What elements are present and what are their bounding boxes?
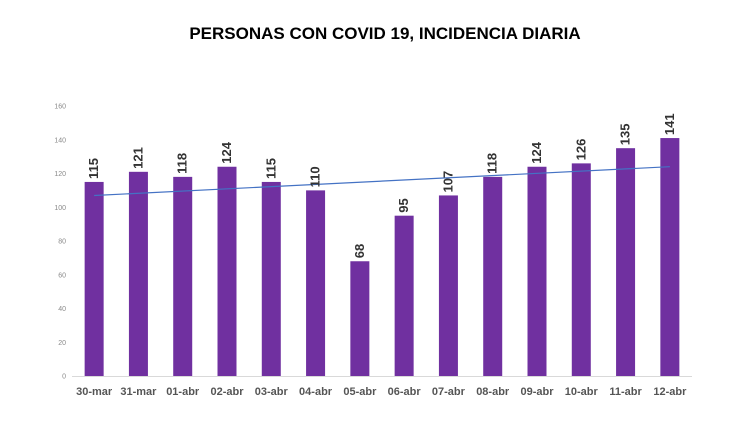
bar-10-abr	[571, 163, 591, 376]
y-tick-label: 140	[54, 137, 66, 144]
x-tick-label: 02-abr	[210, 386, 244, 398]
data-label: 115	[263, 158, 278, 179]
bar-31-mar	[128, 171, 148, 376]
bar-09-abr	[527, 166, 547, 376]
bar-03-abr	[261, 181, 281, 376]
bar-01-abr	[173, 176, 193, 376]
x-tick-label: 31-mar	[120, 386, 157, 398]
x-tick-label: 04-abr	[299, 386, 333, 398]
data-label: 115	[86, 158, 101, 179]
x-tick-label: 03-abr	[255, 386, 289, 398]
bar-04-abr	[306, 190, 326, 376]
y-axis: 0 20 40 60 80 100 120 140 160	[54, 104, 66, 381]
data-label: 124	[529, 141, 544, 163]
data-label: 110	[308, 166, 323, 187]
data-label: 135	[618, 123, 633, 145]
y-tick-label: 120	[54, 171, 66, 178]
data-labels-group: 115 121 118 124 115 110 68 95 107 118 124 126 135 141	[86, 113, 677, 258]
chart-title: PERSONAS CON COVID 19, INCIDENCIA DIARIA	[189, 24, 581, 43]
bar-06-abr	[394, 215, 414, 376]
data-label: 95	[396, 198, 411, 212]
bars-group	[84, 138, 680, 376]
y-tick-label: 60	[58, 272, 66, 279]
y-tick-label: 160	[54, 104, 66, 111]
y-tick-label: 20	[58, 340, 66, 347]
x-tick-label: 01-abr	[166, 386, 200, 398]
data-label: 68	[352, 244, 367, 258]
trendline-group	[94, 166, 670, 197]
x-tick-label: 12-abr	[653, 386, 687, 398]
x-axis: 30-mar 31-mar 01-abr 02-abr 03-abr 04-abr 05-a…	[76, 386, 687, 398]
data-label: 121	[130, 147, 145, 169]
y-tick-label: 0	[62, 374, 66, 381]
x-tick-label: 11-abr	[609, 386, 642, 398]
x-tick-label: 08-abr	[476, 386, 510, 398]
bar-08-abr	[483, 176, 503, 376]
bar-12-abr	[660, 138, 680, 376]
data-label: 141	[662, 113, 677, 135]
y-tick-label: 80	[58, 239, 66, 246]
y-tick-label: 40	[58, 306, 66, 313]
bar-11-abr	[616, 148, 636, 376]
bar-02-abr	[217, 166, 237, 376]
data-label: 126	[573, 139, 588, 161]
data-label: 107	[440, 171, 455, 193]
x-tick-label: 30-mar	[76, 386, 113, 398]
x-tick-label: 05-abr	[343, 386, 377, 398]
x-tick-label: 10-abr	[565, 386, 599, 398]
data-label: 118	[485, 153, 500, 174]
bar-30-mar	[84, 181, 104, 376]
bar-07-abr	[438, 195, 458, 376]
y-tick-label: 100	[54, 205, 66, 212]
bar-05-abr	[350, 261, 370, 376]
x-tick-label: 07-abr	[432, 386, 466, 398]
data-label: 118	[175, 153, 190, 174]
data-label: 124	[219, 141, 234, 163]
x-tick-label: 06-abr	[388, 386, 422, 398]
x-tick-label: 09-abr	[520, 386, 554, 398]
trendline	[94, 166, 670, 197]
